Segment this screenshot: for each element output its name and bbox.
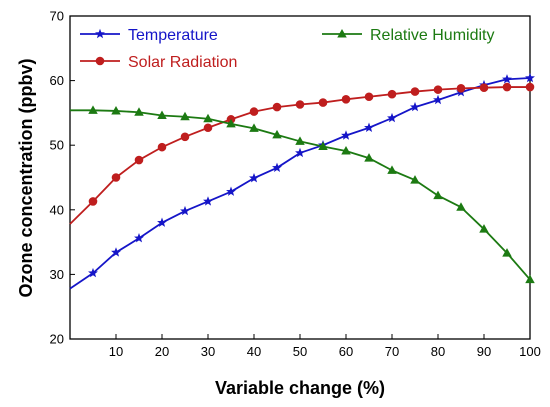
data-point-temperature: [249, 172, 259, 183]
data-point-solar-radiation: [88, 197, 98, 206]
data-point-temperature: [111, 247, 121, 257]
data-point-relative-humidity: [295, 136, 305, 145]
y-tick-label: 40: [50, 202, 64, 217]
data-point-relative-humidity: [479, 224, 489, 233]
data-point-relative-humidity: [318, 141, 328, 150]
series-line-relative-humidity: [70, 109, 531, 281]
data-point-relative-humidity: [134, 107, 144, 116]
data-point-temperature: [272, 162, 282, 173]
x-tick-label: 80: [431, 344, 445, 359]
data-point-temperature: [433, 94, 443, 105]
data-point-solar-radiation: [410, 87, 420, 96]
data-point-solar-radiation: [502, 82, 512, 92]
data-point-solar-radiation: [318, 98, 328, 107]
legend-label: Relative Humidity: [370, 27, 494, 44]
data-point-solar-radiation: [134, 155, 144, 165]
data-point-relative-humidity: [341, 146, 351, 155]
data-point-temperature: [502, 74, 512, 84]
x-tick-label: 100: [519, 344, 541, 359]
y-tick-label: 50: [50, 138, 64, 153]
x-tick-label: 20: [155, 344, 169, 359]
series-relative-humidity: [70, 105, 535, 284]
x-tick-label: 60: [339, 344, 353, 359]
data-point-solar-radiation: [341, 95, 351, 104]
data-point-relative-humidity: [203, 113, 213, 123]
y-axis-title: Ozone concentration (ppbv): [16, 58, 36, 297]
data-point-temperature: [203, 196, 213, 206]
data-point-temperature: [134, 233, 144, 243]
series-layer: [69, 72, 535, 290]
data-point-relative-humidity: [88, 105, 98, 114]
data-point-solar-radiation: [387, 89, 397, 99]
data-point-relative-humidity: [249, 123, 259, 132]
x-tick-label: 40: [247, 344, 261, 359]
y-tick-label: 30: [50, 267, 64, 282]
legend-item-solar-radiation: Solar Radiation: [80, 54, 237, 71]
legend-marker: [95, 56, 105, 66]
data-point-relative-humidity: [433, 190, 443, 200]
x-tick-label: 70: [385, 344, 399, 359]
legend-item-relative-humidity: Relative Humidity: [322, 27, 494, 44]
data-point-relative-humidity: [364, 153, 374, 162]
legend: Temperature Solar Radiation Relative Humid…: [80, 27, 494, 71]
data-point-solar-radiation: [157, 142, 167, 152]
data-point-relative-humidity: [456, 202, 466, 211]
data-point-solar-radiation: [203, 123, 213, 133]
data-point-temperature: [88, 267, 98, 278]
data-point-solar-radiation: [456, 84, 466, 93]
data-point-temperature: [364, 122, 374, 132]
data-point-temperature: [410, 101, 420, 112]
x-tick-label: 10: [109, 344, 123, 359]
data-point-solar-radiation: [525, 82, 535, 92]
x-tick-label: 90: [477, 344, 491, 359]
legend-label: Temperature: [128, 27, 218, 44]
data-point-solar-radiation: [249, 107, 259, 116]
data-point-temperature: [180, 205, 190, 216]
data-point-solar-radiation: [433, 85, 443, 94]
data-point-temperature: [525, 72, 535, 83]
x-tick-label: 30: [201, 344, 215, 359]
legend-marker: [95, 28, 105, 39]
series-solar-radiation: [69, 82, 535, 225]
legend-marker: [337, 29, 347, 38]
data-point-solar-radiation: [180, 132, 190, 142]
data-point-relative-humidity: [502, 248, 512, 257]
y-tick-label: 20: [50, 332, 64, 347]
data-point-relative-humidity: [111, 105, 121, 115]
legend-label: Solar Radiation: [128, 54, 237, 71]
data-point-relative-humidity: [525, 274, 535, 284]
data-point-relative-humidity: [272, 129, 282, 139]
data-point-solar-radiation: [364, 92, 374, 102]
y-tick-label: 60: [50, 73, 64, 88]
y-tick-label: 70: [50, 9, 64, 24]
data-point-solar-radiation: [295, 100, 305, 109]
data-point-temperature: [157, 217, 167, 227]
data-point-relative-humidity: [410, 175, 420, 184]
x-tick-label: 50: [293, 344, 307, 359]
data-point-solar-radiation: [272, 102, 282, 112]
data-point-temperature: [295, 147, 305, 158]
data-point-temperature: [387, 112, 397, 123]
data-point-solar-radiation: [111, 173, 121, 182]
data-point-temperature: [341, 130, 351, 140]
x-axis-ticks: 10 20 30 40 50 60 70 80 90 100: [109, 334, 541, 359]
x-axis-title: Variable change (%): [215, 378, 385, 398]
data-point-relative-humidity: [226, 118, 236, 128]
data-point-relative-humidity: [387, 165, 397, 174]
y-axis-ticks: 20 30 40 50 60 70: [50, 9, 75, 347]
data-point-temperature: [226, 186, 236, 196]
data-point-relative-humidity: [180, 111, 190, 121]
data-point-relative-humidity: [157, 110, 167, 119]
data-point-solar-radiation: [479, 83, 489, 93]
legend-item-temperature: Temperature: [80, 27, 218, 44]
